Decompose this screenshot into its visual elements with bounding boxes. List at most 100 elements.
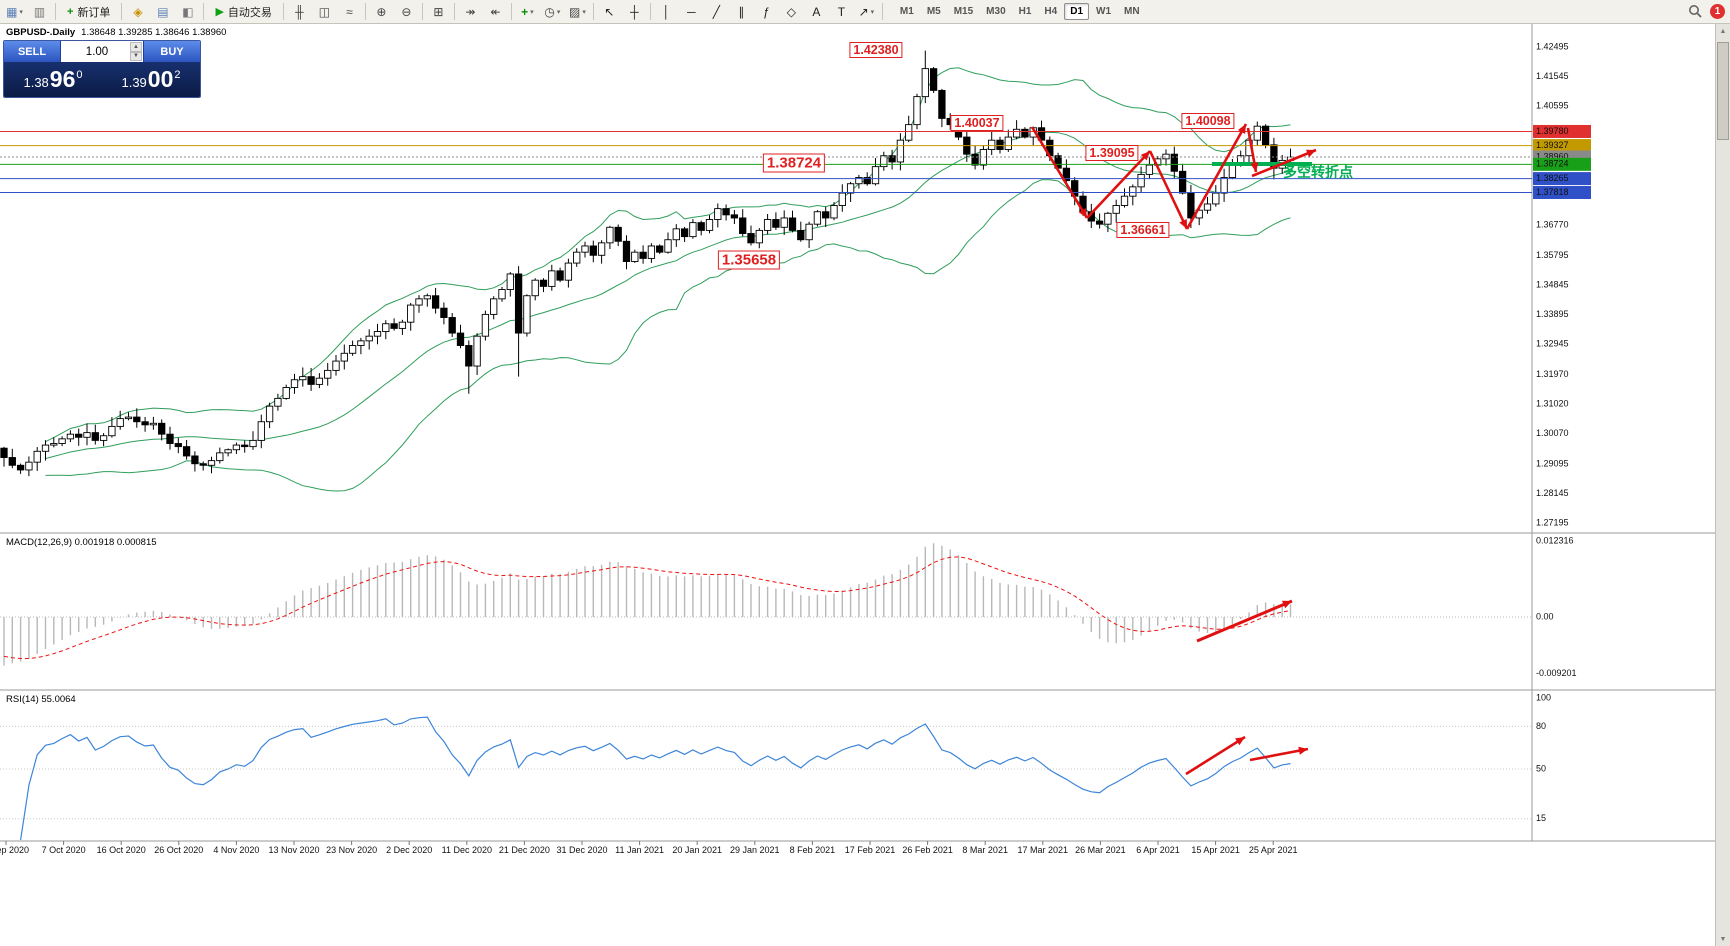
vline-icon: │ (662, 4, 671, 19)
symbol-name: GBPUSD-.Daily (6, 27, 76, 38)
text-label-tool[interactable]: T (829, 0, 854, 23)
notification-badge[interactable]: 1 (1710, 4, 1725, 19)
svg-text:1.36770: 1.36770 (1536, 219, 1569, 229)
timeframe-m5[interactable]: M5 (926, 6, 941, 17)
timeframe-mn[interactable]: MN (1124, 6, 1140, 17)
metaeditor-icon: ◈ (133, 4, 143, 19)
svg-text:7 Oct 2020: 7 Oct 2020 (42, 845, 86, 855)
new-order-button[interactable]: + 新订单 (59, 0, 118, 23)
chevron-down-icon: ▾ (870, 8, 875, 16)
text-tool[interactable]: A (804, 0, 829, 23)
scroll-up-arrow-icon[interactable]: ▲ (1719, 27, 1727, 35)
svg-text:1.35795: 1.35795 (1536, 250, 1569, 260)
svg-text:29 Jan 2021: 29 Jan 2021 (730, 845, 780, 855)
buy-price[interactable]: 1.39 00 2 (121, 66, 181, 92)
toolbar-right: 1 (1688, 4, 1730, 19)
timeframe-h4[interactable]: H4 (1044, 6, 1058, 17)
periods-icon: ◷ (544, 4, 555, 19)
lot-size-input[interactable] (61, 44, 143, 59)
candles[interactable] (0, 50, 1295, 477)
trend-arrows[interactable] (1030, 123, 1317, 776)
indicators-button[interactable]: + ▾ (515, 0, 540, 23)
chart-shift-button[interactable]: ↞ (483, 0, 508, 23)
templates-button[interactable]: ▨ ▾ (565, 0, 590, 23)
market-watch-button[interactable]: ▤ (150, 0, 175, 23)
svg-text:1.32945: 1.32945 (1536, 338, 1569, 348)
lot-spinner[interactable]: ▲ ▼ (130, 42, 142, 61)
svg-text:11 Jan 2021: 11 Jan 2021 (615, 845, 664, 855)
vertical-scrollbar[interactable]: ▲ ▼ (1715, 24, 1730, 946)
zoom-in-button[interactable]: ⊕ (369, 0, 394, 23)
candlestick-mode-button[interactable]: ◫ (312, 0, 337, 23)
one-click-trading-panel: SELL ▲▼ BUY 1.38 96 0 1.39 00 2 (3, 40, 201, 98)
sell-button[interactable]: SELL (4, 41, 60, 62)
svg-text:8 Mar 2021: 8 Mar 2021 (962, 845, 1008, 855)
svg-text:4 Nov 2020: 4 Nov 2020 (213, 845, 259, 855)
svg-text:11 Dec 2020: 11 Dec 2020 (442, 845, 492, 855)
new-chart-button[interactable]: ▦ ▾ (2, 0, 27, 23)
fibonacci-tool[interactable]: ƒ (754, 0, 779, 23)
svg-text:25 Apr 2021: 25 Apr 2021 (1249, 845, 1298, 855)
timeframe-m1[interactable]: M1 (899, 6, 914, 17)
svg-text:15: 15 (1536, 813, 1546, 823)
macd-pane: 0.012316 0.00 -0.009201 (0, 535, 1577, 678)
metaeditor-button[interactable]: ◈ (125, 0, 150, 23)
svg-text:1.34845: 1.34845 (1536, 279, 1569, 289)
buy-button[interactable]: BUY (144, 41, 200, 62)
timeframe-d1[interactable]: D1 (1064, 3, 1090, 20)
channel-tool[interactable]: ∥ (729, 0, 754, 23)
bar-chart-mode-button[interactable]: ╫ (287, 0, 312, 23)
svg-text:1.29095: 1.29095 (1536, 458, 1569, 468)
periods-button[interactable]: ◷ ▾ (540, 0, 565, 23)
shapes-tool[interactable]: ◇ (779, 0, 804, 23)
horizontal-line-tool[interactable]: ─ (679, 0, 704, 23)
toolbar-separator (592, 3, 594, 20)
market-watch-icon: ▤ (157, 4, 169, 19)
auto-scroll-button[interactable]: ↠ (458, 0, 483, 23)
svg-text:26 Mar 2021: 26 Mar 2021 (1075, 845, 1126, 855)
chevron-down-icon: ▾ (19, 8, 23, 16)
vertical-line-tool[interactable]: │ (654, 0, 679, 23)
autoscroll-icon: ↠ (465, 4, 476, 19)
scrollbar-thumb[interactable] (1717, 42, 1729, 140)
cursor-tool-button[interactable]: ↖ (597, 0, 622, 23)
arrow-tools[interactable]: ↗ ▾ (854, 0, 879, 23)
sell-price[interactable]: 1.38 96 0 (23, 66, 83, 92)
timeframe-group: M1 M5 M15 M30 H1 H4 D1 W1 MN (894, 3, 1146, 20)
toolbar-separator (364, 3, 366, 20)
zoom-out-button[interactable]: ⊖ (394, 0, 419, 23)
line-chart-mode-button[interactable]: ≈ (337, 0, 362, 23)
line-icon: ≈ (346, 4, 353, 19)
new-order-icon: + (67, 5, 74, 18)
tile-windows-button[interactable]: ⊞ (426, 0, 451, 23)
svg-text:1.42495: 1.42495 (1536, 41, 1569, 51)
svg-text:1.30070: 1.30070 (1536, 428, 1569, 438)
svg-text:31 Dec 2020: 31 Dec 2020 (556, 845, 607, 855)
toolbar: ▦ ▾ ▥ + 新订单 ◈ ▤ ◧ ▶ 自动交易 ╫ ◫ ≈ ⊕ ⊖ ⊞ ↠ ↞ + ▾ ◷ ▾ ▨ ▾ ↖ ┼ │ ─ ╱ ∥ ƒ ◇ A T ↗… (0, 0, 1730, 24)
timeframe-h1[interactable]: H1 (1018, 6, 1032, 17)
search-icon[interactable] (1688, 4, 1703, 19)
profiles-icon: ▥ (33, 4, 46, 19)
lot-size-box: ▲▼ (60, 41, 144, 62)
svg-text:8 Sep 2020: 8 Sep 2020 (0, 845, 29, 855)
timeframe-m30[interactable]: M30 (986, 6, 1006, 17)
scroll-down-arrow-icon[interactable]: ▼ (1719, 935, 1727, 943)
trendline-tool[interactable]: ╱ (704, 0, 729, 23)
autotrading-button[interactable]: ▶ 自动交易 (207, 0, 279, 23)
timeframe-m15[interactable]: M15 (953, 6, 974, 17)
zoom-out-icon: ⊖ (401, 4, 412, 19)
svg-text:-0.009201: -0.009201 (1536, 668, 1577, 678)
profiles-button[interactable]: ▥ (27, 0, 52, 23)
navigator-button[interactable]: ◧ (175, 0, 200, 23)
svg-text:20 Jan 2021: 20 Jan 2021 (672, 845, 722, 855)
autotrading-button-label: 自动交易 (227, 6, 272, 19)
svg-text:0.00: 0.00 (1536, 611, 1554, 621)
timeframe-w1[interactable]: W1 (1096, 6, 1112, 17)
toolbar-separator (510, 3, 512, 20)
svg-text:1.28145: 1.28145 (1536, 488, 1569, 498)
crosshair-tool-button[interactable]: ┼ (622, 0, 647, 23)
svg-text:1.27195: 1.27195 (1536, 517, 1569, 527)
shift-icon: ↞ (490, 4, 501, 19)
